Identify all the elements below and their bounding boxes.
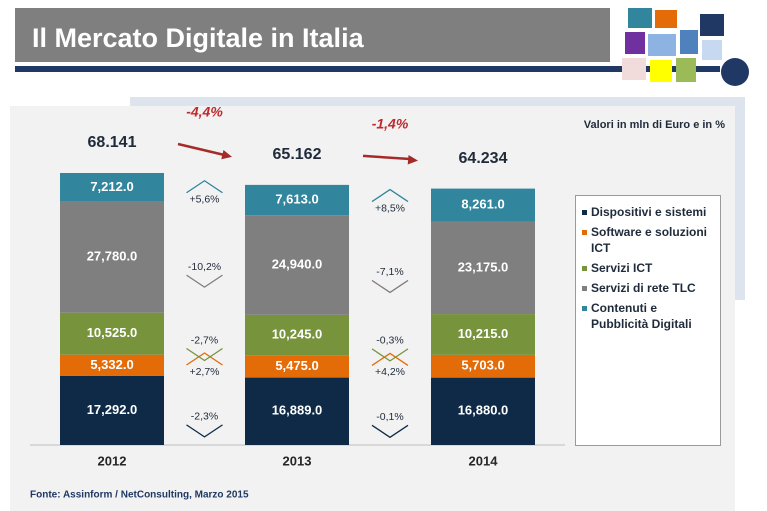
legend-item: Dispositivi e sistemi — [582, 204, 716, 220]
growth-arrow-head — [407, 154, 418, 165]
legend-swatch — [582, 286, 587, 291]
total-label: 65.162 — [273, 146, 322, 163]
value-label: 16,880.0 — [458, 403, 509, 418]
value-label: 17,292.0 — [87, 402, 138, 417]
change-label: -0,1% — [376, 411, 403, 423]
value-label: 5,332.0 — [90, 357, 133, 372]
value-label: 23,175.0 — [458, 259, 509, 274]
change-label: +2,7% — [189, 366, 219, 378]
change-label: -7,1% — [376, 266, 403, 278]
value-label: 24,940.0 — [272, 256, 323, 271]
title: Il Mercato Digitale in Italia — [32, 23, 365, 53]
bar-segment — [245, 184, 349, 216]
change-label: -2,3% — [191, 411, 218, 423]
change-label: +8,5% — [375, 202, 405, 214]
value-label: 7,613.0 — [275, 192, 318, 207]
bar-segment — [431, 314, 535, 355]
legend-label: Servizi di rete TLC — [591, 281, 696, 295]
change-chevron — [371, 352, 409, 366]
change-chevron — [371, 348, 409, 362]
bar-segment — [60, 201, 164, 313]
legend-item: Servizi di rete TLC — [582, 280, 716, 296]
change-chevron — [371, 188, 409, 203]
title-dot — [721, 58, 749, 86]
change-label: -0,3% — [376, 335, 403, 347]
legend-label: Software e soluzioni ICT — [591, 225, 708, 255]
note: Valori in mln di Euro e in % — [584, 119, 725, 131]
bar-segment — [60, 312, 164, 355]
change-chevron — [186, 179, 223, 194]
bar-segment — [431, 221, 535, 315]
bar-segment — [431, 377, 535, 445]
change-chevron — [186, 347, 223, 362]
legend-item: Software e soluzioni ICT — [582, 224, 716, 256]
x-tick-label: 2012 — [98, 453, 127, 468]
legend-swatch — [582, 230, 587, 235]
total-label: 64.234 — [459, 150, 508, 167]
growth-arrow-head — [221, 149, 232, 160]
legend-swatch — [582, 210, 587, 215]
value-label: 27,780.0 — [87, 249, 138, 264]
title-rule — [15, 66, 720, 72]
bar-segment — [245, 314, 349, 356]
value-label: 10,215.0 — [458, 326, 509, 341]
value-label: 7,212.0 — [90, 179, 133, 194]
change-label: +4,2% — [375, 366, 405, 378]
change-chevron — [186, 352, 223, 366]
legend-swatch — [582, 266, 587, 271]
change-chevron — [371, 279, 409, 294]
change-label: +5,6% — [189, 194, 219, 206]
change-label: -2,7% — [191, 334, 218, 346]
x-tick-label: 2013 — [283, 453, 312, 468]
bar-segment — [60, 173, 164, 202]
value-label: 8,261.0 — [461, 197, 504, 212]
change-label: -10,2% — [188, 261, 221, 273]
growth-label: -4,4% — [186, 104, 223, 120]
legend-item: Contenuti e Pubblicità Digitali — [582, 300, 716, 332]
bar-segment — [245, 377, 349, 445]
total-label: 68.141 — [88, 134, 137, 151]
value-label: 5,703.0 — [461, 358, 504, 373]
bar-segment — [431, 188, 535, 222]
growth-label: -1,4% — [372, 116, 409, 132]
value-label: 5,475.0 — [275, 358, 318, 373]
legend: Dispositivi e sistemi Software e soluzion… — [575, 195, 721, 446]
change-chevron — [371, 424, 409, 439]
legend-label: Dispositivi e sistemi — [591, 205, 707, 219]
legend-swatch — [582, 306, 587, 311]
title-banner — [15, 8, 610, 62]
value-label: 16,889.0 — [272, 403, 323, 418]
x-tick-label: 2014 — [469, 453, 499, 468]
value-label: 10,525.0 — [87, 325, 138, 340]
logo-collage — [622, 8, 724, 82]
bar-segment — [60, 375, 164, 445]
legend-label: Contenuti e Pubblicità Digitali — [591, 301, 692, 331]
change-chevron — [186, 424, 223, 438]
value-label: 10,245.0 — [272, 327, 323, 342]
bar-segment — [245, 355, 349, 378]
change-chevron — [186, 274, 223, 288]
bar-segment — [60, 354, 164, 376]
growth-arrow — [362, 154, 413, 161]
bar-segment — [245, 215, 349, 315]
bar-segment — [431, 354, 535, 378]
growth-arrow — [177, 142, 227, 157]
legend-label: Servizi ICT — [591, 261, 653, 275]
legend-item: Servizi ICT — [582, 260, 716, 276]
source: Fonte: Assinform / NetConsulting, Marzo … — [30, 490, 249, 501]
